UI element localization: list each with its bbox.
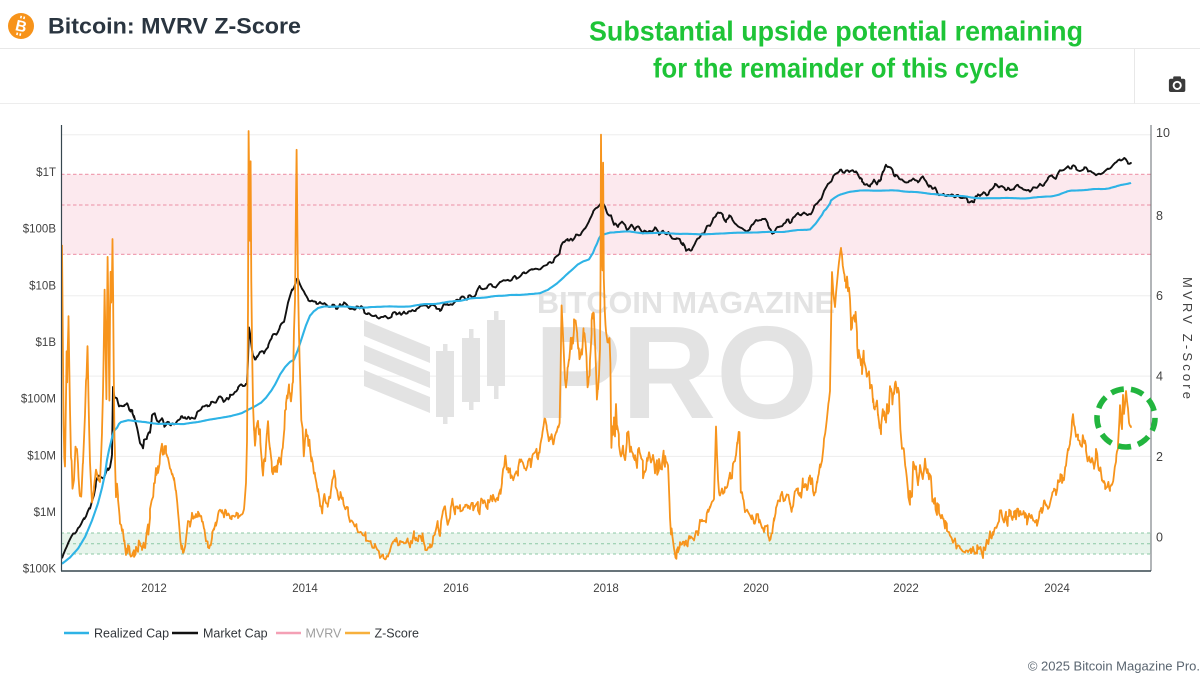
svg-text:2016: 2016	[443, 583, 469, 595]
svg-text:2: 2	[1156, 450, 1163, 464]
svg-text:2018: 2018	[593, 583, 619, 595]
svg-text:© 2025 Bitcoin Magazine Pro.: © 2025 Bitcoin Magazine Pro.	[1028, 659, 1200, 674]
svg-text:Market Cap: Market Cap	[203, 627, 268, 641]
svg-text:2020: 2020	[743, 583, 769, 595]
svg-text:2014: 2014	[292, 583, 318, 595]
svg-text:6: 6	[1156, 289, 1163, 303]
svg-text:$100M: $100M	[21, 394, 56, 406]
svg-text:$1M: $1M	[34, 507, 56, 519]
svg-text:2012: 2012	[141, 583, 167, 595]
svg-text:Realized Cap: Realized Cap	[94, 627, 169, 641]
svg-text:BITCOIN MAGAZINE: BITCOIN MAGAZINE	[537, 285, 835, 320]
svg-text:$100K: $100K	[23, 564, 57, 576]
svg-text:2024: 2024	[1044, 583, 1070, 595]
svg-text:Bitcoin: MVRV Z-Score: Bitcoin: MVRV Z-Score	[48, 13, 301, 38]
svg-text:PRO: PRO	[534, 299, 818, 446]
svg-text:MVRV Z-Score: MVRV Z-Score	[1180, 277, 1195, 399]
svg-text:Z-Score: Z-Score	[375, 627, 420, 641]
svg-text:4: 4	[1156, 370, 1163, 384]
svg-text:$10M: $10M	[27, 451, 56, 463]
svg-text:B: B	[14, 17, 29, 36]
svg-text:Substantial upside potential r: Substantial upside potential remaining	[589, 16, 1083, 47]
svg-text:$100B: $100B	[23, 224, 57, 236]
svg-text:$1T: $1T	[36, 167, 56, 179]
svg-text:10: 10	[1156, 126, 1170, 140]
svg-text:0: 0	[1156, 531, 1163, 545]
svg-text:$10B: $10B	[29, 281, 56, 293]
svg-text:MVRV: MVRV	[306, 627, 343, 641]
svg-text:for the remainder of this cycl: for the remainder of this cycle	[653, 53, 1019, 84]
svg-text:8: 8	[1156, 209, 1163, 223]
svg-text:2022: 2022	[893, 583, 919, 595]
svg-text:$1B: $1B	[36, 337, 57, 349]
